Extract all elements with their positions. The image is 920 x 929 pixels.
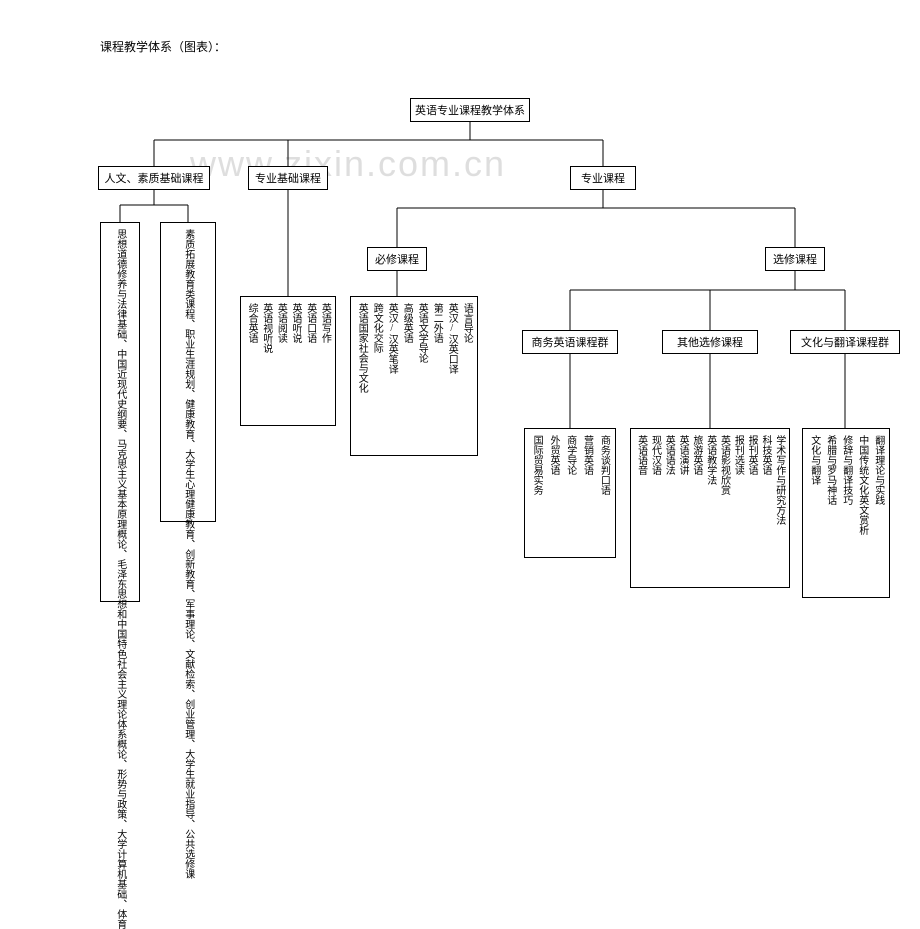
humanities-right-panel: 素质拓展教育类课程、职业生涯规划、健康教育、大学生心理健康教育、创新教育、军事理… <box>160 222 216 522</box>
culture-course-item: 翻译理论与实践 <box>872 435 884 505</box>
required-course-item: 英语文学导论 <box>416 303 428 363</box>
required-course-item: 语言导论 <box>461 303 473 343</box>
other-course-item: 报刊英语 <box>746 435 758 475</box>
basic-course-item: 英语听说 <box>290 303 302 343</box>
other-course-item: 英语影视欣赏 <box>718 435 730 495</box>
humanities-right-text: 素质拓展教育类课程、职业生涯规划、健康教育、大学生心理健康教育、创新教育、军事理… <box>182 229 194 879</box>
culture-course-item: 希腊与罗马神话 <box>824 435 836 505</box>
other-course-item: 现代汉语 <box>649 435 661 475</box>
basic-courses-panel: 综合英语英语视听说英语阅读英语听说英语口语英语写作 <box>240 296 336 426</box>
basic-course-item: 英语阅读 <box>275 303 287 343</box>
other-course-item: 旅游英语 <box>690 435 702 475</box>
node-basic: 专业基础课程 <box>248 166 328 190</box>
other-course-item: 英语语音 <box>635 435 647 475</box>
business-course-item: 国际贸易实务 <box>531 435 543 495</box>
other-course-item: 报刊选读 <box>732 435 744 475</box>
culture-course-item: 修辞与翻译技巧 <box>840 435 852 505</box>
other-course-item: 学术写作与研究方法 <box>773 435 785 525</box>
business-courses-panel: 国际贸易实务外贸英语商学导论营销英语商务谈判口语 <box>524 428 616 558</box>
culture-courses-panel: 文化与翻译希腊与罗马神话修辞与翻译技巧中国传统文化英文赏析翻译理论与实践 <box>802 428 890 598</box>
business-course-item: 外贸英语 <box>547 435 559 475</box>
basic-course-item: 英语视听说 <box>260 303 272 353</box>
node-elective: 选修课程 <box>765 247 825 271</box>
required-course-item: 英汉/汉英笔译 <box>386 303 398 374</box>
node-professional: 专业课程 <box>570 166 636 190</box>
basic-course-item: 英语口语 <box>304 303 316 343</box>
node-business-group: 商务英语课程群 <box>522 330 618 354</box>
other-courses-panel: 英语语音现代汉语英语语法英语演讲旅游英语英语教学法英语影视欣赏报刊选读报刊英语科… <box>630 428 790 588</box>
required-course-item: 英汉/汉英口译 <box>446 303 458 374</box>
humanities-left-text: 思想道德修养与法律基础、中国近现代史纲要、马克思主义基本原理概论、毛泽东思想和中… <box>114 229 126 929</box>
business-course-item: 营销英语 <box>581 435 593 475</box>
culture-course-item: 中国传统文化英文赏析 <box>856 435 868 535</box>
other-course-item: 英语演讲 <box>677 435 689 475</box>
basic-course-item: 英语写作 <box>319 303 331 343</box>
basic-course-item: 综合英语 <box>246 303 258 343</box>
culture-course-item: 文化与翻译 <box>808 435 820 485</box>
other-course-item: 英语教学法 <box>704 435 716 485</box>
humanities-left-panel: 思想道德修养与法律基础、中国近现代史纲要、马克思主义基本原理概论、毛泽东思想和中… <box>100 222 140 602</box>
node-culture-group: 文化与翻译课程群 <box>790 330 900 354</box>
other-course-item: 科技英语 <box>759 435 771 475</box>
node-other-group: 其他选修课程 <box>662 330 758 354</box>
required-course-item: 高级英语 <box>401 303 413 343</box>
required-course-item: 第二外语 <box>431 303 443 343</box>
required-course-item: 跨文化交际 <box>371 303 383 353</box>
node-required: 必修课程 <box>367 247 427 271</box>
required-courses-panel: 英语国家社会与文化跨文化交际英汉/汉英笔译高级英语英语文学导论第二外语英汉/汉英… <box>350 296 478 456</box>
root-node: 英语专业课程教学体系 <box>410 98 530 122</box>
other-course-item: 英语语法 <box>663 435 675 475</box>
business-course-item: 商务谈判口语 <box>598 435 610 495</box>
business-course-item: 商学导论 <box>564 435 576 475</box>
node-humanities: 人文、素质基础课程 <box>98 166 210 190</box>
required-course-item: 英语国家社会与文化 <box>356 303 368 393</box>
